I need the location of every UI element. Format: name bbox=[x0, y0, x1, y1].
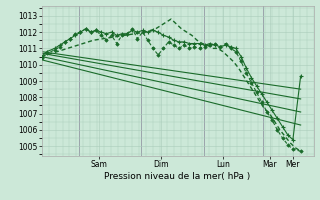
X-axis label: Pression niveau de la mer( hPa ): Pression niveau de la mer( hPa ) bbox=[104, 172, 251, 181]
